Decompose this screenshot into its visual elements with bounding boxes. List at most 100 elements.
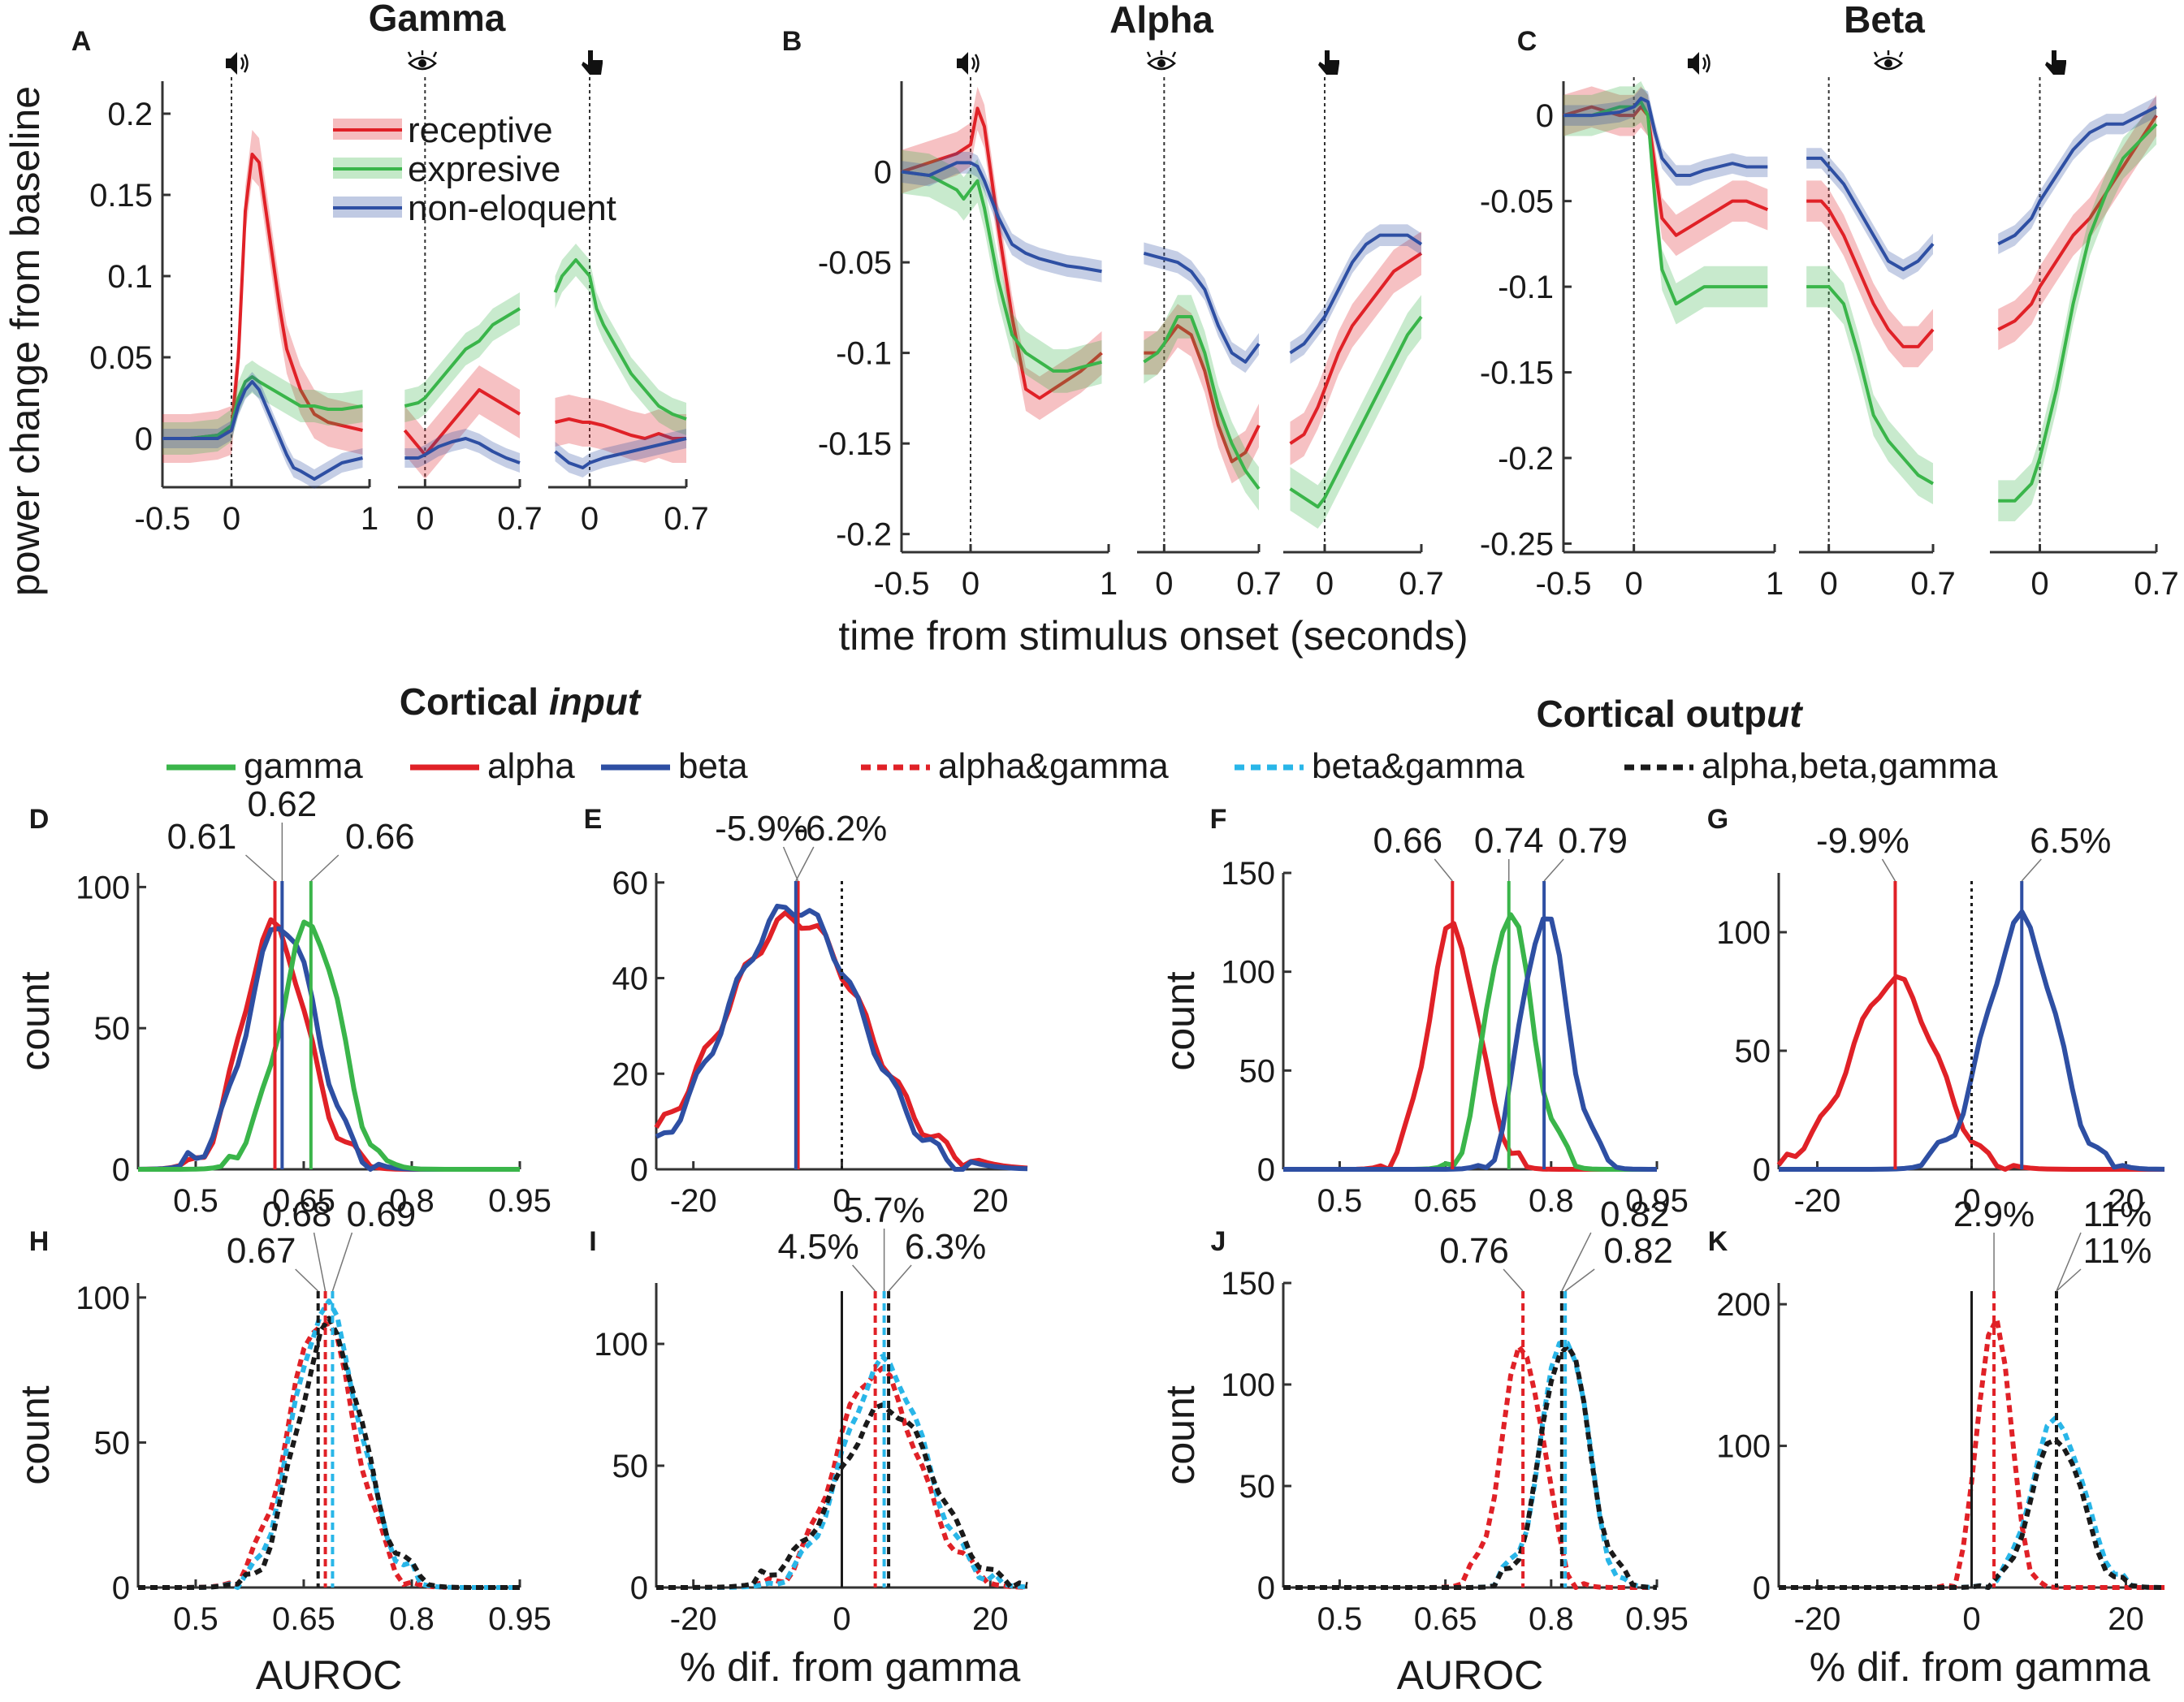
x-tick-label: 0 bbox=[1962, 1601, 1980, 1637]
x-tick-label: 0.5 bbox=[1317, 1183, 1363, 1219]
y-tick-label: 40 bbox=[612, 961, 649, 997]
line-expresive bbox=[553, 258, 687, 421]
y-tick-label: 150 bbox=[1221, 1266, 1275, 1302]
speaker-waves bbox=[240, 54, 249, 73]
bottom-legend-item-gamma: gamma bbox=[167, 746, 363, 786]
y-tick-label: -0.05 bbox=[1480, 184, 1554, 220]
eye-pupil bbox=[1157, 59, 1166, 67]
annotation-leader bbox=[1543, 858, 1564, 882]
x-tick-label: 0.8 bbox=[1529, 1601, 1574, 1637]
line-non-eloquent bbox=[162, 380, 363, 481]
y-tick-label: 100 bbox=[1716, 1429, 1771, 1465]
y-tick-label: 20 bbox=[612, 1056, 649, 1092]
eye-icon bbox=[1873, 50, 1904, 71]
bottom-legend-item-beta_gamma: beta&gamma bbox=[1235, 746, 1524, 786]
x-tick-label: 0 bbox=[223, 501, 240, 537]
annotation-beta_gamma: 0.69 bbox=[347, 1194, 417, 1234]
x-tick-label: 0 bbox=[962, 566, 980, 602]
line-non-eloquent bbox=[901, 161, 1102, 274]
band-expresive bbox=[1290, 295, 1421, 529]
x-tick-label: 0.65 bbox=[272, 1183, 335, 1219]
x-tick-label: -0.5 bbox=[1536, 566, 1592, 602]
top-xlabel: time from stimulus onset (seconds) bbox=[838, 613, 1468, 659]
panel-title-C: Beta bbox=[1844, 0, 1925, 41]
panel-K: K 0 100 200 -20 0 20 2.9% 11%11% % dif. from gamm… bbox=[1708, 1194, 2165, 1690]
panel-letter-C: C bbox=[1517, 26, 1537, 57]
eye-pupil bbox=[418, 59, 426, 67]
line-non-eloquent bbox=[404, 437, 521, 464]
section-title-input: Cortical input bbox=[400, 680, 642, 723]
x-tick-label: 1 bbox=[1100, 566, 1118, 602]
hand-pointer-icon bbox=[1318, 50, 1339, 75]
count-label: count bbox=[12, 1385, 58, 1484]
annotation-alpha_gamma: 0.68 bbox=[262, 1194, 332, 1234]
count-label: count bbox=[1157, 1385, 1203, 1484]
eye-icon bbox=[407, 50, 438, 71]
x-tick-label: 0.65 bbox=[1414, 1601, 1477, 1637]
curve-beta_gamma bbox=[1283, 1341, 1658, 1590]
x-tick-label: 0.95 bbox=[1625, 1183, 1689, 1219]
x-tick-label: 1 bbox=[361, 501, 378, 537]
y-tick-label: 0 bbox=[112, 1570, 130, 1606]
hand-shape bbox=[2045, 50, 2066, 75]
shared-labels: power change from baseline time from sti… bbox=[2, 86, 1803, 735]
panel-B: B Alpha 0 -0.05 -0.1 -0.15 -0.2 -0.5 0 1 0 0.7 0 0.7 bbox=[782, 0, 1444, 602]
annotation-leader bbox=[795, 846, 815, 882]
x-tick-label: 0.95 bbox=[488, 1601, 551, 1637]
line-expresive bbox=[1806, 285, 1934, 486]
bottom-legend-label: alpha bbox=[487, 746, 575, 786]
panel-F: F 0 50 100 150 0.5 0.65 0.8 0.95 0.66 0.74 0.79 coun… bbox=[1157, 804, 1689, 1219]
line-non-eloquent bbox=[1997, 105, 2157, 246]
annotation-leader bbox=[1881, 858, 1896, 882]
curve-beta bbox=[1779, 909, 2165, 1172]
annotation-leader bbox=[244, 854, 275, 882]
y-tick-label: 0 bbox=[1753, 1152, 1771, 1188]
hand-pointer-icon bbox=[582, 50, 603, 75]
speaker-waves bbox=[1702, 54, 1710, 73]
speaker-icon bbox=[1688, 52, 1710, 75]
panel-title-A: Gamma bbox=[369, 0, 506, 39]
x-tick-label: 20 bbox=[2108, 1183, 2144, 1219]
panel-letter-K: K bbox=[1708, 1226, 1728, 1257]
line-non-eloquent bbox=[554, 437, 687, 469]
annotation-alpha_gamma: 2.9% bbox=[1953, 1194, 2035, 1234]
line-receptive bbox=[901, 106, 1103, 400]
x-tick-label: 0.7 bbox=[1399, 566, 1444, 602]
panel-E: E 0 20 40 60 -20 0 20 -5.9%-6.2% bbox=[584, 804, 1028, 1219]
x-tick-label: 0 bbox=[1625, 566, 1643, 602]
x-tick-label: -20 bbox=[1794, 1601, 1841, 1637]
curve-beta bbox=[655, 903, 1028, 1172]
y-tick-label: 50 bbox=[1239, 1053, 1276, 1089]
line-non-eloquent bbox=[1563, 97, 1768, 177]
band-non-eloquent bbox=[1998, 96, 2156, 255]
band-expresive bbox=[1806, 266, 1933, 504]
y-tick-label: 0 bbox=[630, 1152, 648, 1188]
x-tick-label: 0.8 bbox=[389, 1601, 435, 1637]
y-tick-label: 0 bbox=[1257, 1152, 1275, 1188]
bottom-legend-label: alpha&gamma bbox=[938, 746, 1169, 786]
band-expresive bbox=[1998, 103, 2156, 522]
y-tick-label: 50 bbox=[1239, 1469, 1276, 1505]
panel-letter-A: A bbox=[71, 26, 92, 57]
annotation-alpha: 0.66 bbox=[1373, 821, 1442, 861]
annotation-leader bbox=[2021, 858, 2042, 882]
panel-letter-H: H bbox=[29, 1226, 50, 1257]
panel-J: J 0 50 100 150 0.5 0.65 0.8 0.95 0.76 0.820.82 coun… bbox=[1157, 1194, 1689, 1698]
eye-lashes bbox=[1146, 50, 1177, 58]
x-tick-label: 0.95 bbox=[488, 1183, 551, 1219]
line-expresive bbox=[1143, 315, 1261, 490]
y-tick-label: -0.25 bbox=[1480, 526, 1554, 562]
annotation-leader bbox=[1561, 1232, 1592, 1292]
legend-item-expresive: expresive bbox=[333, 149, 560, 189]
legend-label: expresive bbox=[408, 149, 560, 189]
line-non-eloquent bbox=[1806, 156, 1935, 271]
x-tick-label: 0.65 bbox=[1414, 1183, 1477, 1219]
curve-alpha_gamma bbox=[138, 1321, 520, 1590]
eye-outline bbox=[408, 56, 437, 71]
y-tick-label: 100 bbox=[1221, 1367, 1275, 1403]
auroc-label: AUROC bbox=[1397, 1652, 1544, 1698]
curve-alpha_beta_gamma bbox=[138, 1315, 520, 1590]
y-tick-label: -0.2 bbox=[1498, 441, 1554, 477]
legend-label: receptive bbox=[408, 110, 553, 150]
